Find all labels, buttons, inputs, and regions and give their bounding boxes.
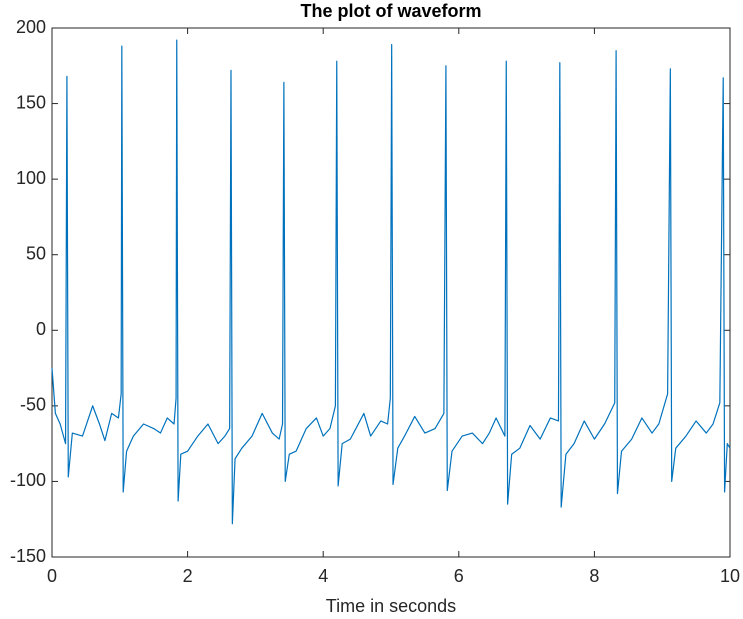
y-tick-label: -50 (20, 395, 46, 415)
x-tick-label: 10 (720, 566, 740, 586)
y-tick-label: -100 (10, 470, 46, 490)
x-tick-label: 4 (318, 566, 328, 586)
waveform-line (51, 39, 731, 525)
y-tick-label: -150 (10, 546, 46, 566)
y-tick-label: 50 (26, 243, 46, 263)
y-tick-label: 100 (16, 168, 46, 188)
x-tick-label: 8 (589, 566, 599, 586)
x-axis-label: Time in seconds (326, 596, 456, 616)
x-tick-label: 6 (454, 566, 464, 586)
chart-title: The plot of waveform (300, 1, 481, 21)
y-tick-label: 150 (16, 92, 46, 112)
x-tick-label: 2 (183, 566, 193, 586)
y-tick-label: 200 (16, 17, 46, 37)
y-tick-label: 0 (36, 319, 46, 339)
x-tick-label: 0 (47, 566, 57, 586)
